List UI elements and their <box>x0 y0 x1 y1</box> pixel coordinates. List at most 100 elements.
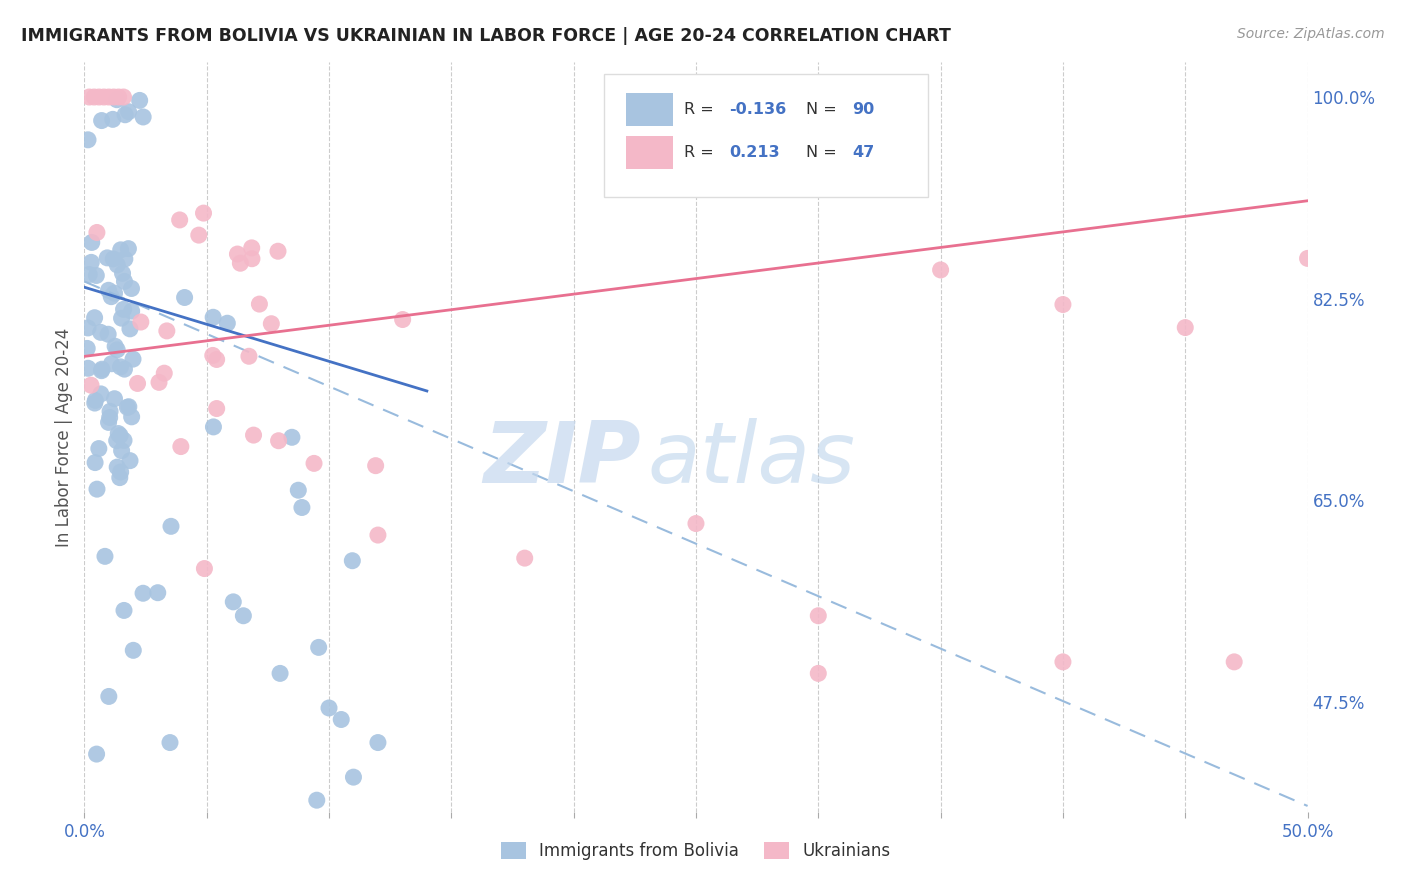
Point <box>97 690 120 704</box>
Point <box>101 112 124 127</box>
Point <box>193 561 215 575</box>
Text: 47: 47 <box>852 145 875 160</box>
Point <box>127 376 149 391</box>
Point <box>93 90 115 104</box>
Point <box>1052 655 1074 669</box>
Text: atlas: atlas <box>647 418 855 501</box>
Text: -0.136: -0.136 <box>728 103 786 117</box>
Text: 0.213: 0.213 <box>728 145 779 160</box>
Text: 90: 90 <box>852 103 875 117</box>
Point <box>260 317 283 331</box>
Bar <box>626 136 672 169</box>
Point <box>117 242 139 256</box>
Point <box>97 327 120 342</box>
Point <box>159 735 181 749</box>
Point <box>76 342 98 356</box>
Point <box>86 268 108 283</box>
Point <box>112 90 135 104</box>
Point <box>105 343 128 357</box>
Bar <box>626 93 672 126</box>
Point <box>367 528 389 542</box>
Point <box>97 416 120 430</box>
Point <box>128 94 150 108</box>
Point <box>201 348 224 362</box>
Point <box>80 235 103 250</box>
Point <box>90 326 112 340</box>
Point <box>807 666 830 681</box>
Point <box>87 442 110 456</box>
Point <box>86 482 108 496</box>
Point <box>121 409 143 424</box>
Point <box>97 90 120 104</box>
Point <box>240 241 263 255</box>
Point <box>98 404 121 418</box>
Point <box>83 396 105 410</box>
Point <box>84 393 107 408</box>
Text: N =: N = <box>806 103 842 117</box>
Point <box>238 349 260 363</box>
Point <box>193 206 215 220</box>
Point <box>1223 655 1246 669</box>
Point <box>117 104 139 119</box>
Point <box>107 90 129 104</box>
Point <box>202 420 225 434</box>
Point <box>364 458 387 473</box>
Point <box>94 549 117 564</box>
Point <box>513 551 536 566</box>
Point <box>173 291 195 305</box>
Point <box>110 359 132 374</box>
Point <box>153 366 176 380</box>
Point <box>121 281 143 295</box>
Point <box>187 228 209 243</box>
Point <box>105 93 128 107</box>
Point <box>308 640 330 655</box>
Point <box>80 255 103 269</box>
Point <box>929 263 952 277</box>
Point <box>110 465 132 479</box>
Point <box>96 251 118 265</box>
Text: Source: ZipAtlas.com: Source: ZipAtlas.com <box>1237 27 1385 41</box>
Point <box>229 256 252 270</box>
Point <box>1174 320 1197 334</box>
Point <box>114 252 136 266</box>
Point <box>118 400 141 414</box>
Point <box>281 430 304 444</box>
Point <box>114 362 136 376</box>
Point <box>91 362 114 376</box>
Point <box>77 90 100 104</box>
Point <box>305 793 328 807</box>
Point <box>132 110 155 124</box>
Point <box>105 460 128 475</box>
Point <box>112 302 135 317</box>
Text: ZIP: ZIP <box>484 418 641 501</box>
Point <box>108 470 131 484</box>
Point <box>110 311 132 326</box>
Point <box>110 443 132 458</box>
Point <box>103 286 125 301</box>
Point <box>86 747 108 761</box>
Point <box>156 324 179 338</box>
Point <box>1296 252 1319 266</box>
Point <box>330 713 353 727</box>
Point <box>100 357 122 371</box>
Point <box>269 666 291 681</box>
Point <box>103 252 125 266</box>
Point <box>267 244 290 259</box>
Point <box>807 608 830 623</box>
Point <box>226 247 249 261</box>
Y-axis label: In Labor Force | Age 20-24: In Labor Force | Age 20-24 <box>55 327 73 547</box>
Point <box>110 243 132 257</box>
Point <box>108 428 131 442</box>
Point <box>84 456 107 470</box>
Point <box>249 297 271 311</box>
Point <box>122 352 145 367</box>
Point <box>103 392 125 406</box>
Point <box>105 258 128 272</box>
Point <box>87 90 110 104</box>
Point <box>291 500 314 515</box>
Point <box>90 113 112 128</box>
Point <box>302 456 325 470</box>
Point <box>100 290 122 304</box>
Point <box>367 735 389 749</box>
Point <box>114 274 136 288</box>
